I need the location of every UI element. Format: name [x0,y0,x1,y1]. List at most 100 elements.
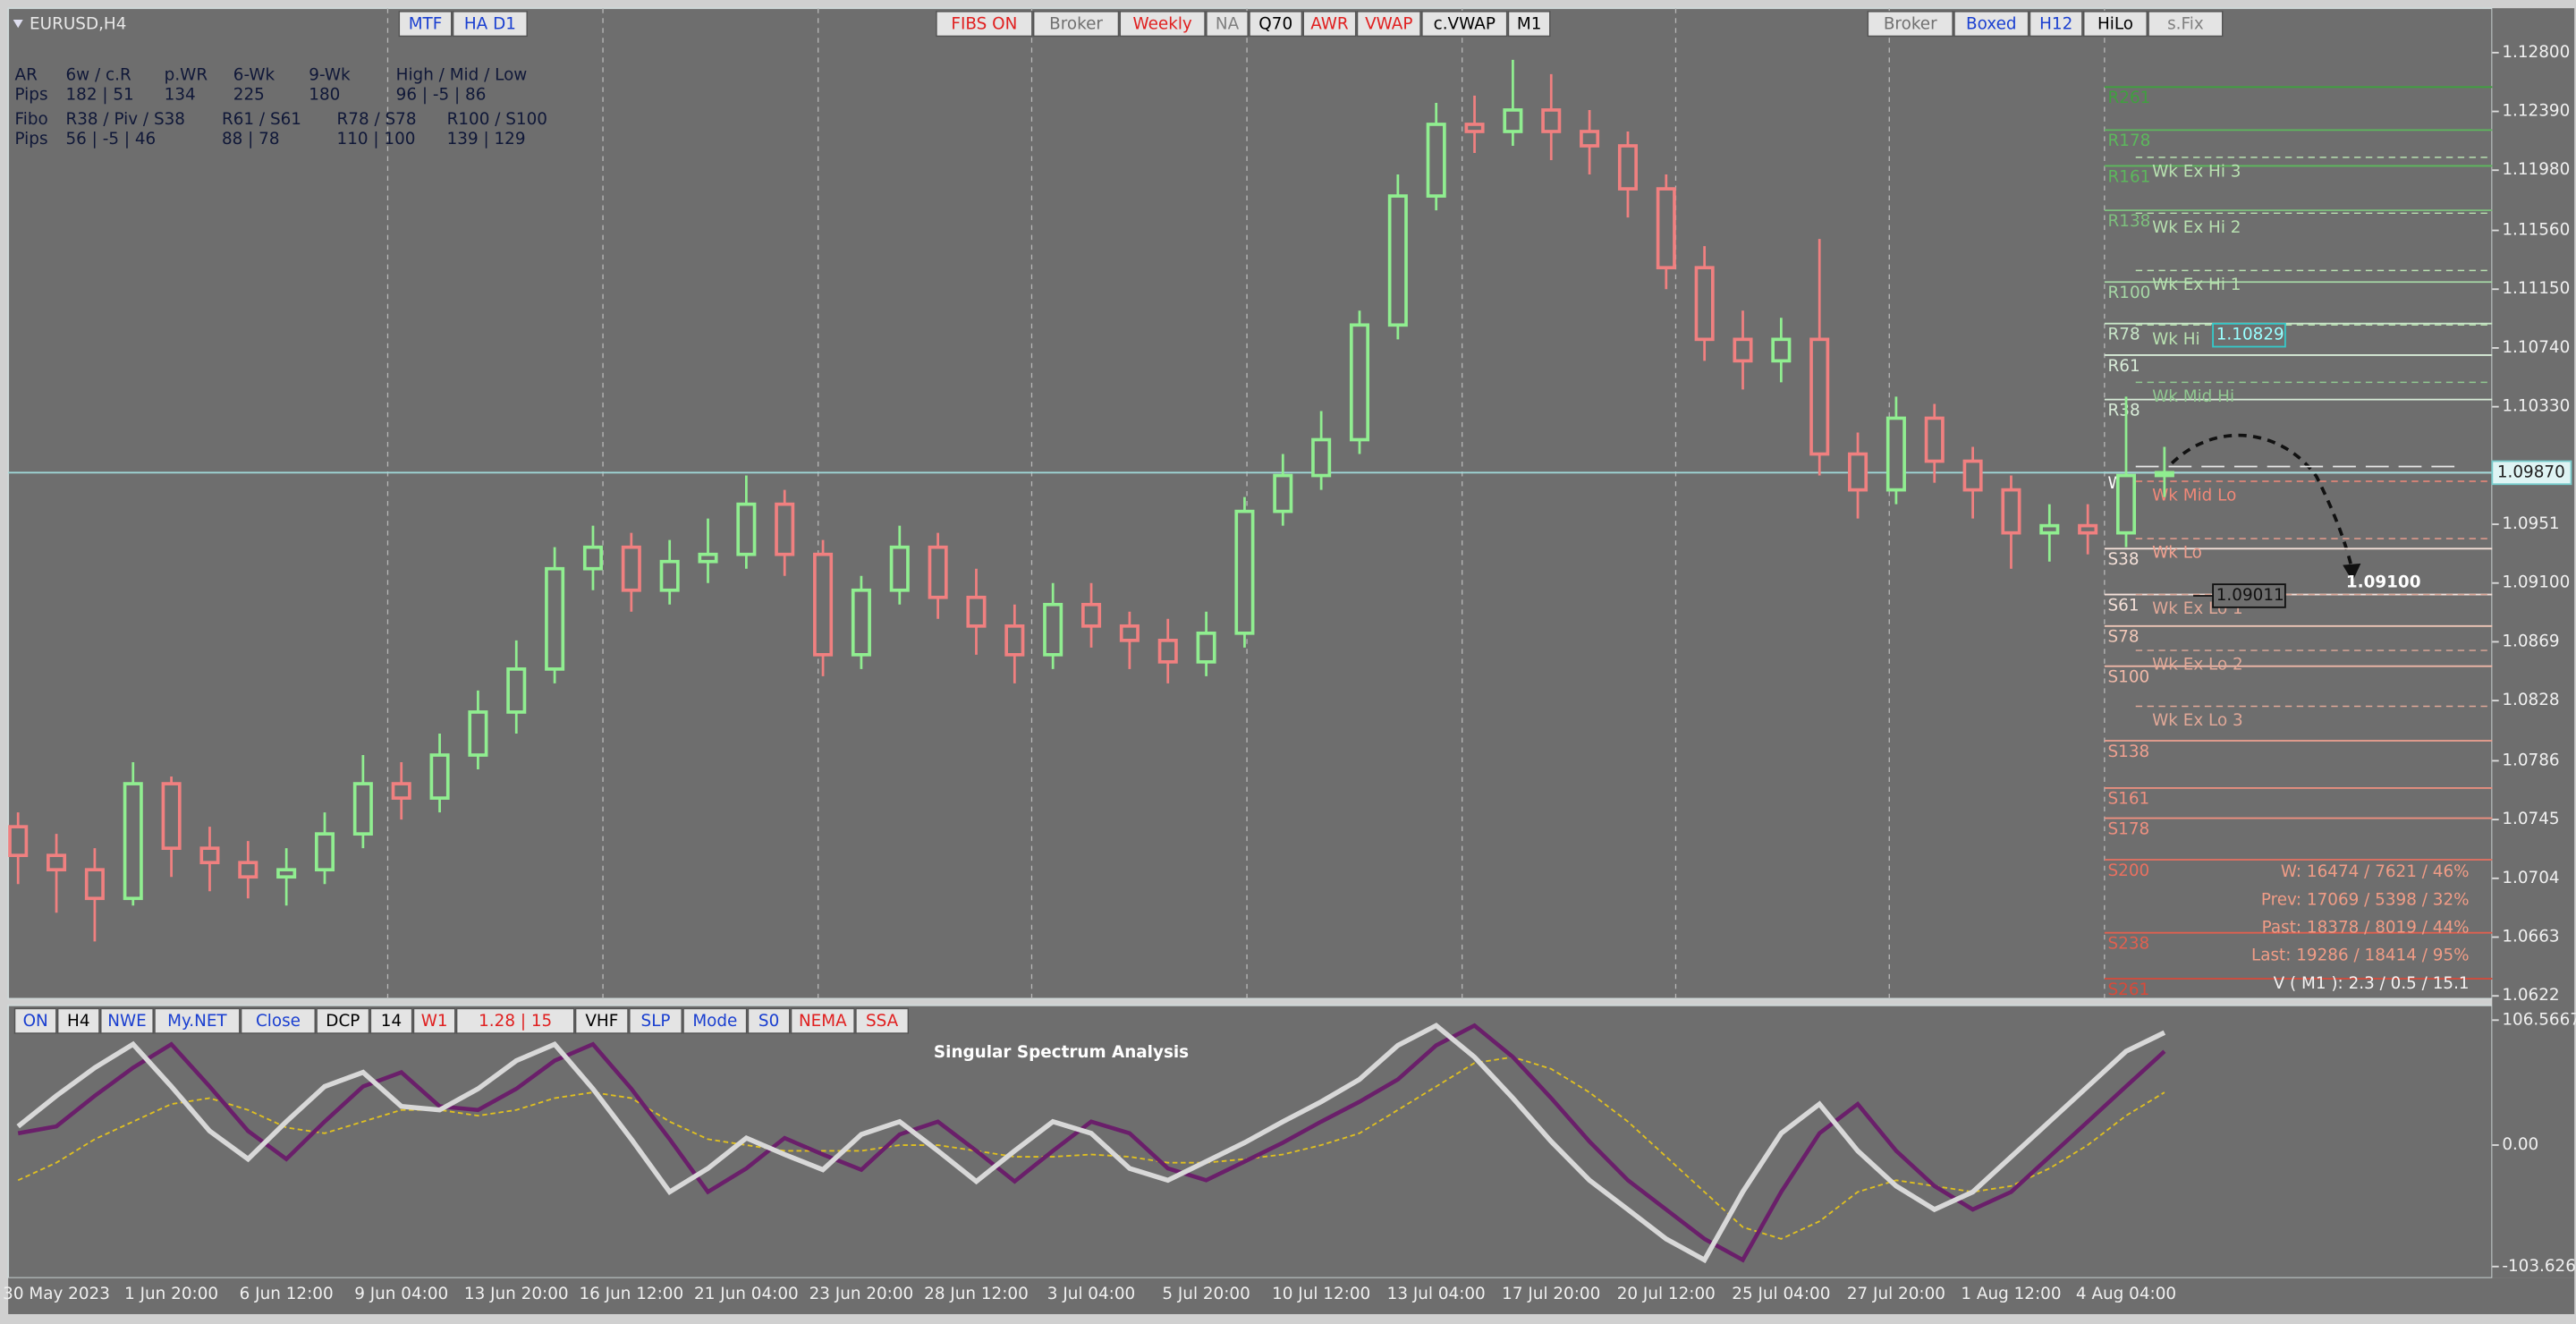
toolbar-button-label[interactable]: VHF [585,1012,618,1031]
candle-body [1771,337,1792,363]
toolbar-button-label[interactable]: SLP [641,1012,671,1031]
toolbar-button[interactable] [1249,11,1303,38]
toolbar-button-label[interactable]: M1 [1517,15,1542,34]
x-tick-label: 16 Jun 12:00 [579,1285,683,1303]
toolbar-button[interactable] [1953,11,2029,38]
y-tick-label: 1.0828 [2502,691,2559,709]
toolbar-button-label[interactable]: Weekly [1133,15,1192,34]
toolbar-button[interactable] [455,1007,575,1034]
toolbar-button[interactable] [154,1007,241,1034]
toolbar-button-label[interactable]: S0 [758,1012,779,1031]
toolbar-button[interactable] [1867,11,1953,38]
y-tick-label: 1.09100 [2502,573,2570,592]
toolbar-button-label[interactable]: VWAP [1365,15,1412,34]
weekly-level-label: Wk Ex Hi 2 [2152,218,2241,237]
toolbar-button[interactable] [369,1007,413,1034]
toolbar-button-label[interactable]: 1.28 | 15 [479,1012,552,1031]
stats-cell: 6-Wk [233,65,275,84]
toolbar-button[interactable] [1119,11,1206,38]
weekly-level-label: Wk Hi [2152,330,2200,349]
toolbar-button-label[interactable]: DCP [326,1012,360,1031]
toolbar-button[interactable] [1206,11,1249,38]
toolbar-button[interactable] [1421,11,1508,38]
toolbar-button-label[interactable]: 14 [381,1012,402,1031]
toolbar-button[interactable] [747,1007,791,1034]
toolbar-button[interactable] [412,1007,456,1034]
toolbar-button[interactable] [100,1007,154,1034]
candle-body [2039,523,2060,535]
toolbar-button[interactable] [2148,11,2224,38]
candle-body [199,846,220,865]
y-tick-label: 1.0663 [2502,928,2559,946]
account-stat: Past: 18378 / 8019 / 44% [2262,918,2470,937]
toolbar-button-label[interactable]: SSA [866,1012,899,1031]
toolbar-button-label[interactable]: AWR [1310,15,1349,34]
toolbar-button[interactable] [1302,11,1357,38]
toolbar-button-label[interactable]: FIBS ON [951,15,1017,34]
weekly-level-label: Wk Mid Hi [2152,387,2234,406]
toolbar-button-label[interactable]: H12 [2039,15,2072,34]
toolbar-button-label[interactable]: Q70 [1258,15,1292,34]
x-tick-label: 13 Jul 04:00 [1387,1285,1486,1303]
x-tick-label: 4 Aug 04:00 [2076,1285,2176,1303]
toolbar-button-label[interactable]: NWE [107,1012,147,1031]
stats-cell: 96 | -5 | 86 [396,86,487,105]
toolbar-button-label[interactable]: ON [23,1012,48,1031]
toolbar-button-label[interactable]: s.Fix [2167,15,2204,34]
y-tick-label: 1.11980 [2502,160,2570,179]
toolbar-button[interactable] [1356,11,1421,38]
toolbar-button[interactable] [1507,11,1551,38]
toolbar-button[interactable] [855,1007,910,1034]
toolbar-button[interactable] [13,1007,57,1034]
toolbar-button-label[interactable]: NEMA [799,1012,847,1031]
symbol-menu-arrow[interactable] [13,20,23,29]
candle-body [1273,473,1293,513]
candle-body [1733,337,1753,363]
toolbar-button-label[interactable]: H4 [67,1012,90,1031]
fib-level-label: R161 [2108,167,2151,186]
stats-cell: Pips [15,86,48,105]
fib-level-label: R78 [2108,326,2140,344]
toolbar-button[interactable] [398,11,453,38]
candle-body [1962,459,1983,492]
toolbar-button[interactable] [2029,11,2083,38]
candle-body [1349,323,1370,442]
toolbar-button[interactable] [574,1007,629,1034]
stats-cell: 9-Wk [309,65,351,84]
candle-body [123,782,143,901]
toolbar-button-label[interactable]: HiLo [2097,15,2133,34]
toolbar-button-label[interactable]: Boxed [1966,15,2017,34]
toolbar-button-label[interactable]: MTF [409,15,443,34]
fib-level-label: S100 [2108,668,2150,687]
stats-cell: 180 [309,86,340,105]
toolbar-button-label[interactable]: W1 [421,1012,448,1031]
toolbar-button-label[interactable]: Broker [1049,15,1103,34]
candle-body [698,552,718,564]
fib-level-label: S200 [2108,861,2150,880]
toolbar-button-label[interactable]: My.NET [167,1012,227,1031]
toolbar-button-label[interactable]: HA D1 [464,15,516,34]
toolbar-button[interactable] [2082,11,2148,38]
toolbar-button[interactable] [240,1007,317,1034]
toolbar-button-label[interactable]: Broker [1884,15,1937,34]
toolbar-button[interactable] [936,11,1033,38]
toolbar-button-label[interactable]: NA [1216,15,1240,34]
candle-body [1580,130,1600,148]
stats-cell: High / Mid / Low [396,65,528,84]
toolbar-button[interactable] [56,1007,100,1034]
toolbar-button-label[interactable]: c.VWAP [1434,15,1496,34]
toolbar-button-label[interactable]: Mode [692,1012,737,1031]
toolbar-button[interactable] [1032,11,1120,38]
y-tick-label: 1.12800 [2502,43,2570,62]
toolbar-button[interactable] [452,11,528,38]
toolbar-button[interactable] [682,1007,748,1034]
toolbar-button-label[interactable]: Close [256,1012,301,1031]
candle-body [1541,108,1562,133]
toolbar-button[interactable] [316,1007,370,1034]
toolbar-button[interactable] [629,1007,682,1034]
candle-body [1924,416,1945,463]
candle-body [429,753,450,800]
candle-body [1387,194,1408,327]
fib-level-label: S61 [2108,596,2140,615]
toolbar-button[interactable] [790,1007,855,1034]
